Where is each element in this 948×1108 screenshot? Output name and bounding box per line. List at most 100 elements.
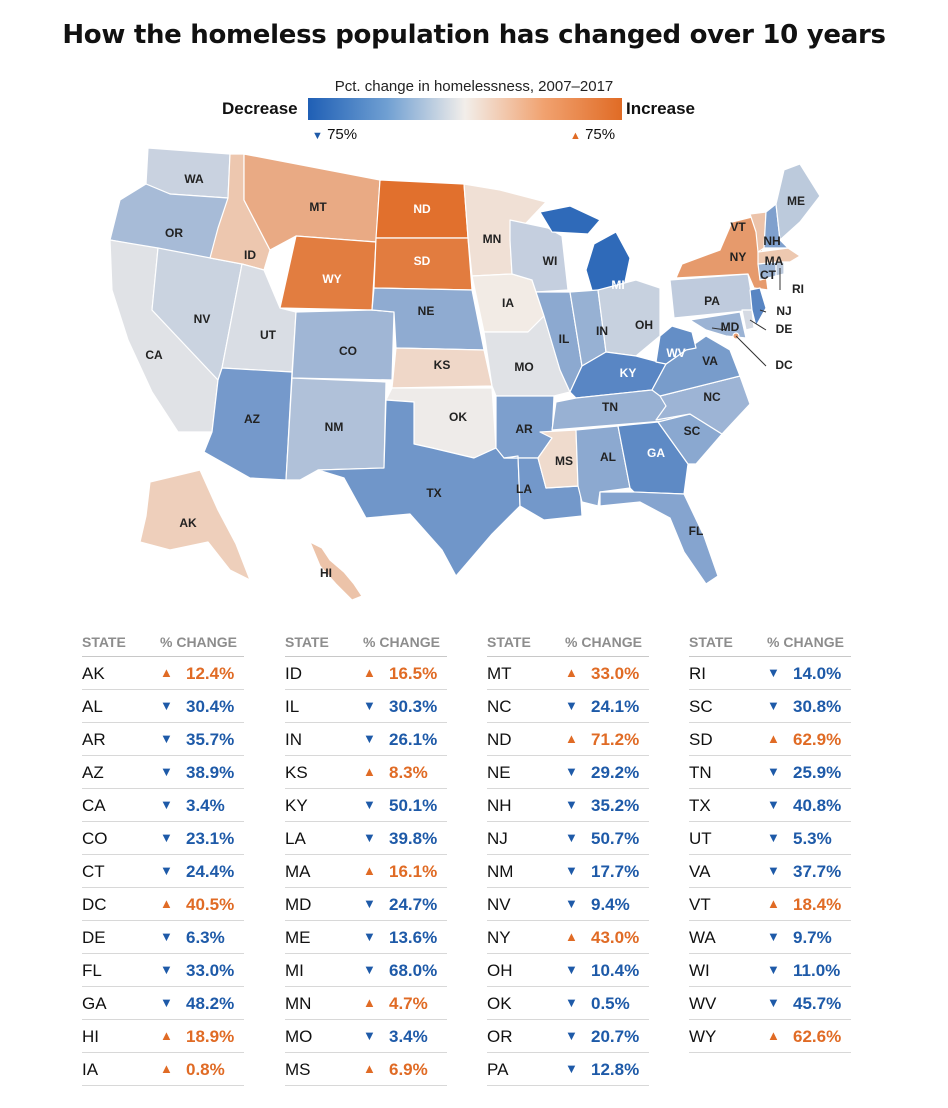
down-triangle-icon: ▼ <box>767 764 780 779</box>
state-code: WY <box>689 1027 717 1046</box>
table-row: VT ▲ 18.4% <box>689 888 851 921</box>
percent-change: 45.7% <box>793 994 842 1013</box>
down-triangle-icon: ▼ <box>160 830 173 845</box>
state-label-ne: NE <box>418 304 435 318</box>
state-co <box>291 309 395 381</box>
state-code: FL <box>82 961 102 980</box>
state-code: OK <box>487 994 512 1013</box>
percent-change: 9.4% <box>591 895 630 914</box>
table-row: MO ▼ 3.4% <box>285 1020 447 1053</box>
down-triangle-icon: ▼ <box>767 698 780 713</box>
down-triangle-icon: ▼ <box>565 764 578 779</box>
table-row: MT ▲ 33.0% <box>487 657 649 690</box>
table-row: NJ ▼ 50.7% <box>487 822 649 855</box>
table-row: WV ▼ 45.7% <box>689 987 851 1020</box>
table-row: SC ▼ 30.8% <box>689 690 851 723</box>
state-code: NJ <box>487 829 508 848</box>
state-label-co: CO <box>339 344 357 358</box>
state-label-wy: WY <box>322 272 341 286</box>
state-label-wv: WV <box>666 346 685 360</box>
percent-change: 12.4% <box>186 664 235 683</box>
table-row: NM ▼ 17.7% <box>487 855 649 888</box>
state-label-ak: AK <box>179 516 197 530</box>
down-triangle-icon: ▼ <box>767 863 780 878</box>
state-code: AL <box>82 697 103 716</box>
percent-change: 30.3% <box>389 697 438 716</box>
down-triangle-icon: ▼ <box>160 797 173 812</box>
change-column-header: % CHANGE <box>363 634 441 650</box>
table-header: STATE % CHANGE <box>689 628 851 657</box>
percent-change: 29.2% <box>591 763 640 782</box>
state-tx <box>317 399 521 577</box>
state-code: DE <box>82 928 106 947</box>
table-header: STATE % CHANGE <box>285 628 447 657</box>
percent-change: 0.5% <box>591 994 630 1013</box>
table-row: AZ ▼ 38.9% <box>82 756 244 789</box>
percent-change: 68.0% <box>389 961 438 980</box>
percent-change: 25.9% <box>793 763 842 782</box>
percent-change: 12.8% <box>591 1060 640 1079</box>
state-code: WV <box>689 994 717 1013</box>
state-code: NC <box>487 697 512 716</box>
state-vt <box>749 211 767 253</box>
percent-change: 35.2% <box>591 796 640 815</box>
state-code: ID <box>285 664 302 683</box>
state-code: CT <box>82 862 105 881</box>
up-triangle-icon: ▲ <box>160 1061 173 1076</box>
up-triangle-icon: ▲ <box>565 731 578 746</box>
percent-change: 30.8% <box>793 697 842 716</box>
state-label-ms: MS <box>555 454 573 468</box>
down-triangle-icon: ▼ <box>565 1061 578 1076</box>
state-label-il: IL <box>559 332 570 346</box>
us-states-map: WA OR CA NV ID MT WY UT AZ CO NM ND SD NE KS OK TX MN IA MO… <box>109 147 821 601</box>
state-label-nv: NV <box>194 312 211 326</box>
state-code: NY <box>487 928 511 947</box>
state-label-al: AL <box>600 450 616 464</box>
down-triangle-icon: ▼ <box>767 929 780 944</box>
table-row: CA ▼ 3.4% <box>82 789 244 822</box>
table-column-4: STATE % CHANGE RI ▼ 14.0% SC ▼ 30.8% SD ▲ 62.9% TN ▼… <box>689 628 851 1053</box>
state-code: AR <box>82 730 106 749</box>
state-label-tn: TN <box>602 400 618 414</box>
down-triangle-icon: ▼ <box>767 665 780 680</box>
table-row: KY ▼ 50.1% <box>285 789 447 822</box>
percent-change: 62.9% <box>793 730 842 749</box>
down-triangle-icon: ▼ <box>363 731 376 746</box>
table-row: IL ▼ 30.3% <box>285 690 447 723</box>
percent-change: 13.6% <box>389 928 438 947</box>
up-triangle-icon: ▲ <box>565 929 578 944</box>
table-row: RI ▼ 14.0% <box>689 657 851 690</box>
state-code: NE <box>487 763 511 782</box>
state-wv <box>655 325 697 365</box>
state-fl <box>599 491 719 585</box>
down-triangle-icon: ▼ <box>767 830 780 845</box>
state-code: TN <box>689 763 712 782</box>
percent-change: 26.1% <box>389 730 438 749</box>
state-me <box>775 163 821 241</box>
table-row: WI ▼ 11.0% <box>689 954 851 987</box>
state-code: NH <box>487 796 512 815</box>
legend-max: ▲ 75% <box>570 126 615 143</box>
state-column-header: STATE <box>487 634 531 650</box>
state-label-ut: UT <box>260 328 277 342</box>
down-triangle-icon: ▼ <box>363 830 376 845</box>
state-code: SD <box>689 730 713 749</box>
percent-change: 40.5% <box>186 895 235 914</box>
percent-change: 17.7% <box>591 862 640 881</box>
state-label-ca: CA <box>145 348 163 362</box>
table-row: ID ▲ 16.5% <box>285 657 447 690</box>
table-row: HI ▲ 18.9% <box>82 1020 244 1053</box>
state-label-pa: PA <box>704 294 720 308</box>
state-code: IA <box>82 1060 99 1079</box>
percent-change: 16.5% <box>389 664 438 683</box>
percent-change: 24.1% <box>591 697 640 716</box>
legend-increase-label: Increase <box>626 99 695 118</box>
down-triangle-icon: ▼ <box>363 962 376 977</box>
state-label-dc: DC <box>775 358 793 372</box>
down-triangle-icon: ▼ <box>565 830 578 845</box>
up-triangle-icon: ▲ <box>565 665 578 680</box>
table-row: TN ▼ 25.9% <box>689 756 851 789</box>
table-row: WY ▲ 62.6% <box>689 1020 851 1053</box>
state-column-header: STATE <box>285 634 329 650</box>
leader-line-dc <box>735 335 767 367</box>
